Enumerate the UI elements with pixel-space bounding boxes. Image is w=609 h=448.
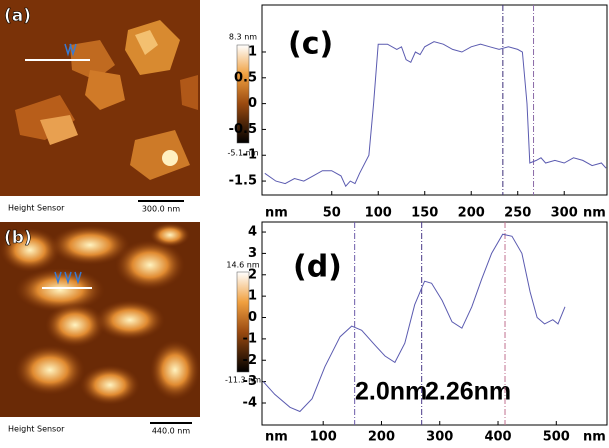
x-tick-label: 300	[426, 430, 453, 445]
chart-label: (c)	[288, 27, 333, 62]
image-caption: Height Sensor	[8, 425, 65, 434]
scale-bar-label: 300.0 nm	[142, 205, 181, 214]
panel-label: (b)	[4, 228, 32, 248]
color-bar	[236, 271, 250, 373]
y-tick-label: 0	[248, 310, 257, 325]
y-tick-label: 4	[248, 225, 257, 240]
afm-image-a: (a)	[0, 0, 200, 196]
y-tick-label: -1.5	[229, 174, 257, 189]
y-tick-label: 1	[248, 289, 257, 304]
x-tick-label: 100	[310, 430, 337, 445]
y-tick-label: -3	[243, 374, 257, 389]
plot-frame	[261, 4, 608, 196]
y-tick-label: -0.5	[229, 122, 257, 137]
x-tick-label: 100	[365, 206, 392, 221]
x-tick-label: 200	[458, 206, 485, 221]
y-tick-label: -4	[243, 395, 257, 410]
profile-line	[262, 233, 566, 413]
color-max: 14.6 nm	[226, 261, 259, 270]
color-min: -5.1 nm	[227, 149, 258, 158]
y-axis-unit: nm	[265, 206, 288, 221]
x-tick-label: 250	[504, 206, 531, 221]
afm-image-b: (b)	[0, 222, 200, 417]
chart-label: (d)	[293, 250, 342, 285]
y-tick-label: -1	[243, 331, 257, 346]
y-tick-label: 0	[248, 96, 257, 111]
color-max: 8.3 nm	[229, 33, 257, 42]
x-axis-unit: nm	[583, 206, 606, 221]
y-axis-unit: nm	[265, 430, 288, 445]
image-caption: Height Sensor	[8, 204, 65, 213]
annotation: 2.26nm	[425, 378, 511, 406]
y-tick-label: -2	[243, 353, 257, 368]
scale-bar-label: 440.0 nm	[152, 427, 191, 436]
x-axis-unit: nm	[583, 430, 606, 445]
y-tick-label: 2	[248, 267, 257, 282]
x-tick-label: 200	[368, 430, 395, 445]
y-tick-label: 1	[248, 44, 257, 59]
color-bar	[236, 44, 250, 144]
y-tick-label: 0.5	[234, 70, 257, 85]
x-tick-label: 400	[484, 430, 511, 445]
x-tick-label: 150	[411, 206, 438, 221]
y-tick-label: 3	[248, 246, 257, 261]
color-min: -11.3 nm	[225, 376, 261, 385]
panel-label: (a)	[4, 6, 31, 26]
x-tick-label: 500	[543, 430, 570, 445]
annotation: 2.0nm	[355, 378, 427, 406]
x-tick-label: 50	[323, 206, 341, 221]
profile-line	[264, 41, 607, 188]
y-tick-label: -1	[243, 148, 257, 163]
plot-frame	[261, 221, 608, 426]
x-tick-label: 300	[551, 206, 578, 221]
